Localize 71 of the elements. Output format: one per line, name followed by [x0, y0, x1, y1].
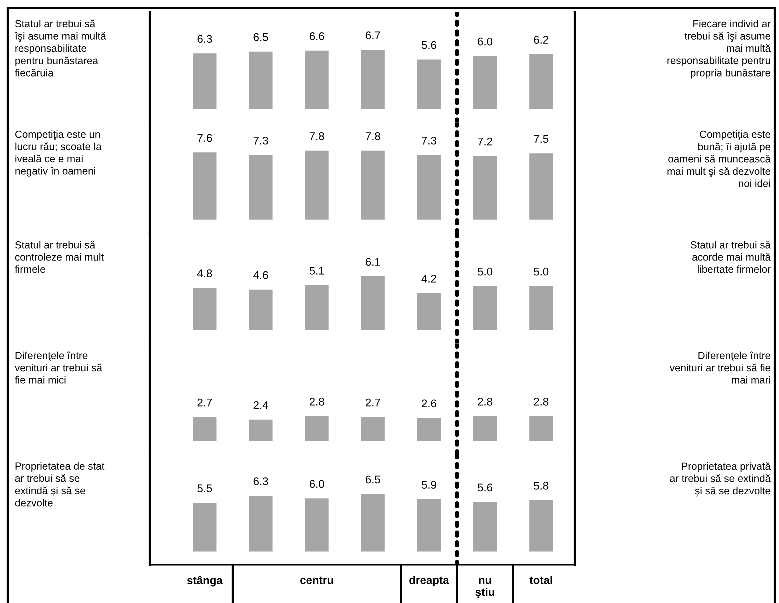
text: Competiţia este un lucru rău; scoate la iveală ce e mai negativ în oameni [16, 130, 102, 177]
bar [417, 500, 441, 552]
data-label: 4.2 [422, 274, 436, 283]
data-label: 2.8 [310, 398, 324, 406]
text: Proprietatea de stat ar trebui să se extindă şi să se dezvolte [15, 462, 105, 507]
data-label: 2.8 [478, 398, 493, 406]
data-label: 4.6 [254, 271, 268, 280]
bar [193, 54, 217, 110]
data-label: 2.7 [198, 398, 212, 407]
data-label: 7.8 [310, 132, 324, 140]
bar [249, 52, 273, 110]
bar [361, 50, 385, 110]
data-label: 5.9 [422, 481, 436, 489]
x-tick-label: centru [300, 576, 334, 584]
data-label: 6.5 [366, 476, 380, 484]
data-label: 6.5 [254, 33, 268, 42]
data-label: 7.5 [534, 135, 549, 144]
bar [530, 500, 554, 552]
text: Statul ar trebui să acorde mai multă libertate firmelor [690, 241, 772, 274]
bar [193, 503, 217, 552]
data-label: 5.0 [478, 268, 493, 276]
bar [249, 496, 273, 552]
data-label: 2.7 [366, 398, 380, 407]
bar [305, 498, 329, 552]
data-label: 6.6 [310, 32, 324, 40]
bar [474, 56, 498, 110]
data-label: 7.2 [478, 138, 492, 146]
data-label: 6.3 [198, 35, 212, 44]
data-label: 6.0 [478, 38, 493, 46]
data-label: 6.0 [310, 480, 324, 488]
data-label: 7.3 [422, 136, 436, 145]
text: Proprietatea privată ar trebui să se extindă şi să se dezvolte [670, 462, 772, 497]
x-tick-label: nu ştiu [476, 578, 494, 598]
x-tick-label: total [530, 576, 552, 584]
data-label: 4.8 [197, 270, 212, 278]
data-label: 7.8 [366, 132, 380, 140]
bar [474, 286, 498, 331]
data-label: 7.3 [254, 136, 268, 145]
text: Statul ar trebui să îşi asume mai multă responsabilitate pentru bunăstarea fiecăruia [14, 20, 106, 77]
text: Competiţia este bună; îi ajută pe oameni să muncească mai mult şi să dezvolte noi idei [668, 130, 772, 188]
data-label: 5.6 [422, 41, 436, 50]
text: Diferenţele între venituri ar trebui să fie mai mari [670, 352, 771, 384]
data-label: 5.8 [534, 482, 549, 490]
x-tick-label: dreapta [410, 576, 450, 586]
data-label: 2.4 [254, 401, 268, 410]
bar [417, 293, 441, 331]
bar [305, 285, 329, 331]
text: Statul ar trebui să controleze mai mult firmele [15, 241, 104, 274]
bar [361, 494, 385, 552]
x-tick-label: stânga [187, 576, 223, 587]
bar [474, 502, 498, 552]
bar [361, 276, 385, 331]
data-label: 5.1 [310, 267, 324, 275]
bar [193, 288, 217, 331]
data-label: 7.6 [198, 134, 212, 142]
data-label: 6.7 [366, 32, 380, 40]
bar [249, 290, 273, 331]
text: Fiecare individ ar trebui să îşi asume mai multă responsabilitate pentru propria bunăstare [668, 20, 771, 79]
data-label: 2.8 [534, 398, 549, 406]
bar [305, 50, 329, 110]
data-label: 6.2 [534, 36, 549, 44]
text: Diferenţele între venituri ar trebui să fie mai mici [15, 352, 102, 384]
data-label: 6.1 [366, 258, 380, 266]
bar [417, 60, 441, 110]
data-label: 5.6 [478, 484, 493, 492]
data-label: 5.5 [198, 484, 212, 493]
data-label: 6.3 [254, 478, 268, 486]
bar [530, 286, 554, 331]
data-label: 2.6 [422, 400, 436, 408]
data-label: 5.0 [534, 268, 549, 276]
bar [530, 54, 554, 110]
